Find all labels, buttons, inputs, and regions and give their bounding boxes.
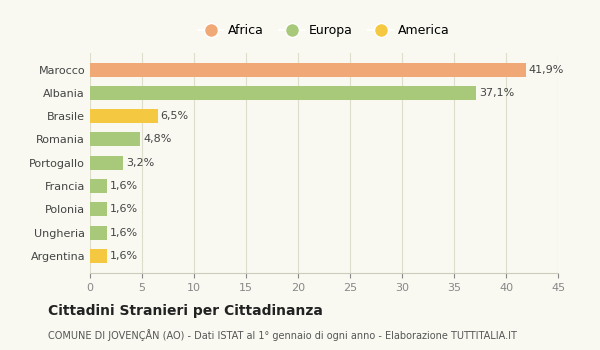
Bar <box>90 226 107 240</box>
Bar <box>90 202 107 216</box>
Text: 1,6%: 1,6% <box>110 228 138 238</box>
Text: 3,2%: 3,2% <box>127 158 155 168</box>
Bar <box>90 179 107 193</box>
Text: 1,6%: 1,6% <box>110 181 138 191</box>
Text: 1,6%: 1,6% <box>110 251 138 261</box>
Bar <box>90 109 158 123</box>
Legend: Africa, Europa, America: Africa, Europa, America <box>193 19 455 42</box>
Bar <box>90 156 123 170</box>
Bar <box>90 63 526 77</box>
Text: 37,1%: 37,1% <box>479 88 514 98</box>
Text: 4,8%: 4,8% <box>143 134 172 145</box>
Text: COMUNE DI JOVENÇÅN (AO) - Dati ISTAT al 1° gennaio di ogni anno - Elaborazione T: COMUNE DI JOVENÇÅN (AO) - Dati ISTAT al … <box>48 329 517 341</box>
Text: Cittadini Stranieri per Cittadinanza: Cittadini Stranieri per Cittadinanza <box>48 304 323 318</box>
Bar <box>90 249 107 263</box>
Text: 41,9%: 41,9% <box>529 64 564 75</box>
Text: 6,5%: 6,5% <box>161 111 189 121</box>
Bar <box>90 86 476 100</box>
Bar <box>90 132 140 146</box>
Text: 1,6%: 1,6% <box>110 204 138 214</box>
